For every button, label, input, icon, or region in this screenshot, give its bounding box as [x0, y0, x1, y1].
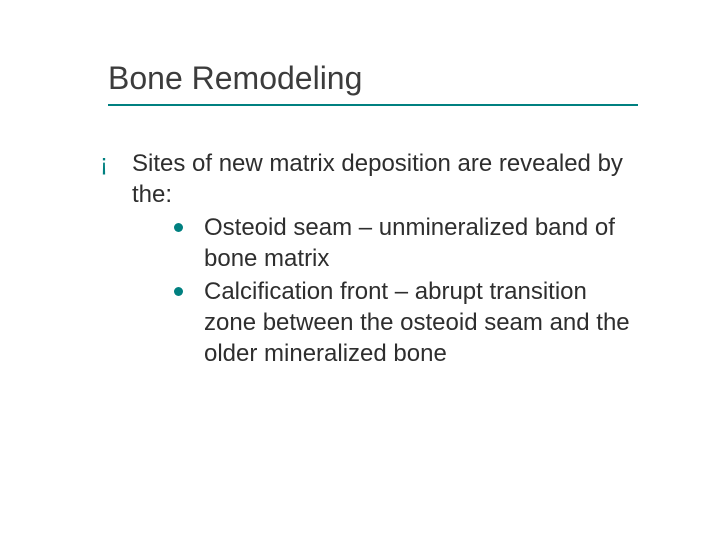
sub-list-item: Calcification front – abrupt transition …	[132, 276, 630, 369]
sub-list-item: Osteoid seam – unmineralized band of bon…	[132, 212, 630, 274]
disc-bullet-icon	[174, 287, 183, 296]
slide-title: Bone Remodeling	[108, 60, 362, 97]
list-item: ¡ Sites of new matrix deposition are rev…	[100, 148, 630, 369]
sub-list-item-text: Osteoid seam – unmineralized band of bon…	[204, 214, 615, 272]
circle-bullet-icon: ¡	[100, 148, 108, 179]
title-underline	[108, 104, 638, 106]
slide-body: ¡ Sites of new matrix deposition are rev…	[100, 148, 630, 373]
slide: Bone Remodeling ¡ Sites of new matrix de…	[0, 0, 720, 540]
sub-list-item-text: Calcification front – abrupt transition …	[204, 278, 630, 367]
disc-bullet-icon	[174, 223, 183, 232]
list-item-text: Sites of new matrix deposition are revea…	[132, 150, 623, 208]
